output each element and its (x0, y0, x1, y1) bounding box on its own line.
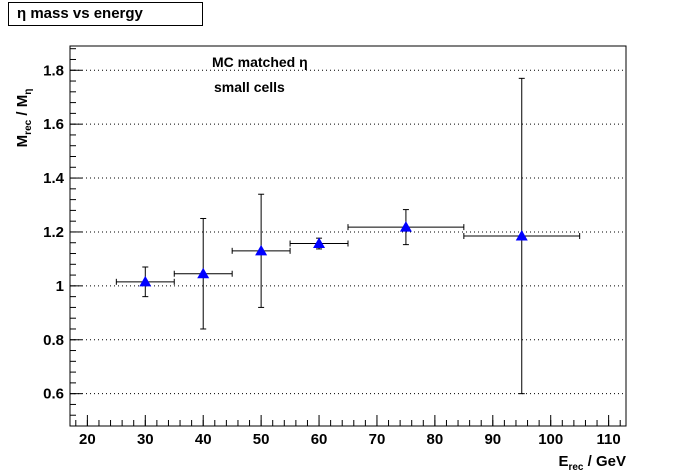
data-markers (139, 221, 528, 287)
x-axis-title-sub: rec (568, 462, 583, 473)
y-tick-label: 0.6 (43, 386, 64, 403)
y-axis-title-sub: rec (23, 119, 34, 134)
data-point-marker (139, 275, 152, 287)
x-tick-label: 60 (311, 431, 328, 448)
x-axis-title: Erec / GeV (558, 453, 626, 473)
x-axis-title-main: E (558, 453, 568, 470)
y-tick-label: 1 (56, 278, 64, 295)
data-point-marker (313, 237, 326, 249)
data-point-marker (197, 267, 210, 279)
y-axis-title-sub2: η (23, 89, 34, 95)
y-axis-title-mid: / M (14, 95, 31, 120)
y-tick-label: 1.4 (43, 170, 65, 187)
x-tick-label: 70 (369, 431, 386, 448)
x-tick-label: 20 (79, 431, 96, 448)
data-point-marker (399, 221, 412, 232)
axis-tick-labels: 0.6 0.8 1 1.2 1.4 1.6 1.8 20 30 40 50 60 70 80 90 100 11… (43, 62, 621, 448)
y-tick-label: 1.8 (43, 62, 64, 79)
y-axis-title-main: M (14, 135, 31, 148)
x-tick-label: 80 (427, 431, 444, 448)
error-bars (115, 77, 581, 395)
chart-title: η mass vs energy (8, 2, 203, 26)
x-tick-label: 30 (137, 431, 154, 448)
x-tick-label: 90 (484, 431, 501, 448)
y-tick-label: 1.2 (43, 224, 64, 241)
axis-ticks (70, 48, 621, 427)
annotation-small-cells: small cells (214, 79, 285, 95)
plot-frame (69, 45, 627, 427)
data-point-marker (255, 244, 268, 256)
x-tick-label: 40 (195, 431, 212, 448)
y-tick-label: 1.6 (43, 116, 64, 133)
x-tick-label: 110 (597, 431, 621, 448)
x-axis-title-rest: / GeV (583, 453, 626, 470)
annotation-mc-matched: MC matched η (212, 54, 308, 70)
y-axis-title: Mrec / Mη (14, 89, 34, 148)
data-point-marker (515, 230, 528, 241)
x-tick-label: 100 (538, 431, 563, 448)
y-tick-label: 0.8 (43, 332, 64, 349)
x-tick-label: 50 (253, 431, 270, 448)
grid-lines (70, 69, 626, 395)
